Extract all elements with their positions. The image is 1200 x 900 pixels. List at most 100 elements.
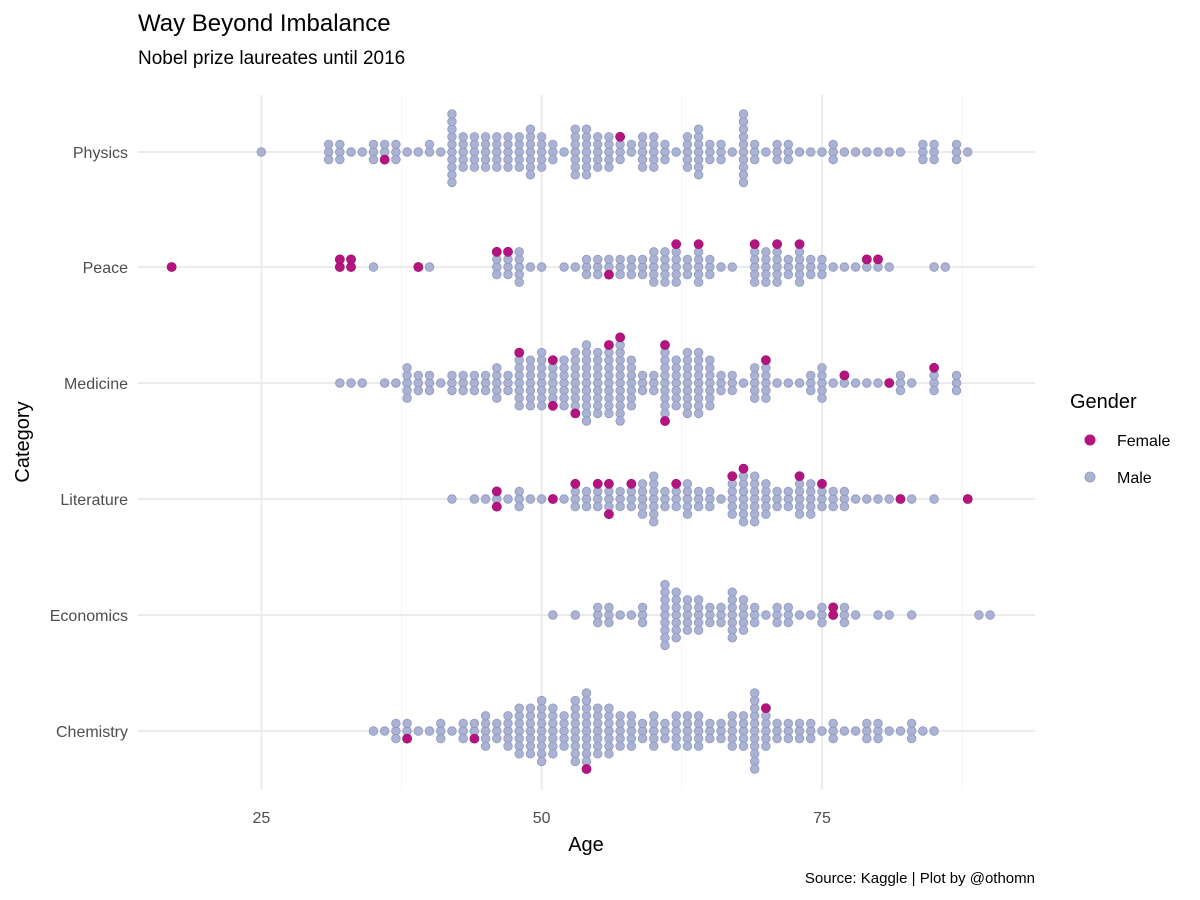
male-point: [738, 109, 749, 119]
male-point: [424, 262, 435, 272]
male-point: [693, 625, 704, 635]
male-point: [783, 139, 794, 150]
male-point: [806, 479, 816, 489]
male-point: [862, 378, 872, 388]
male-point: [413, 385, 424, 396]
male-point: [783, 602, 794, 613]
male-point: [391, 733, 401, 744]
male-point: [850, 494, 861, 504]
male-point: [828, 486, 838, 497]
male-point: [492, 132, 502, 142]
male-point: [850, 262, 861, 272]
male-point: [469, 385, 480, 396]
male-point: [660, 579, 670, 590]
male-point: [346, 378, 356, 388]
male-point: [716, 617, 726, 628]
male-point: [514, 247, 524, 257]
male-point: [514, 401, 524, 411]
male-point: [570, 501, 580, 512]
male-point: [424, 385, 435, 396]
male-point: [671, 633, 681, 643]
male-point: [604, 703, 614, 713]
male-point: [783, 378, 794, 388]
female-point: [570, 408, 581, 419]
male-point: [884, 262, 894, 272]
male-point: [525, 494, 536, 504]
male-point: [626, 711, 637, 721]
male-point: [806, 147, 816, 157]
male-point: [828, 378, 838, 388]
male-point: [693, 711, 704, 721]
male-point: [761, 277, 771, 287]
female-point: [615, 131, 626, 142]
male-point: [839, 147, 850, 157]
male-point: [906, 610, 917, 620]
female-point: [693, 239, 704, 250]
female-point: [547, 400, 558, 411]
male-point: [402, 147, 412, 157]
male-point: [828, 262, 838, 272]
male-point: [469, 718, 480, 729]
female-point: [884, 378, 895, 388]
male-point: [850, 610, 861, 620]
female-point: [794, 239, 805, 250]
male-point: [413, 147, 424, 157]
male-point: [727, 633, 737, 643]
male-point: [761, 610, 771, 620]
male-point: [749, 154, 760, 165]
male-point: [514, 277, 524, 287]
male-point: [772, 501, 782, 512]
male-point: [738, 177, 749, 188]
female-point: [503, 246, 513, 257]
male-point: [615, 610, 625, 620]
male-point: [929, 262, 939, 272]
male-point: [503, 385, 513, 396]
male-point: [705, 501, 715, 512]
female-point: [615, 332, 626, 343]
male-point: [604, 602, 614, 613]
male-point: [649, 711, 659, 721]
male-point: [581, 170, 592, 180]
male-point: [447, 726, 457, 736]
male-point: [727, 509, 737, 519]
male-point: [436, 378, 446, 388]
male-point: [525, 749, 536, 759]
male-point: [458, 132, 468, 142]
male-point: [727, 370, 737, 381]
male-point: [447, 385, 457, 396]
male-point: [862, 718, 872, 729]
male-point: [391, 139, 401, 150]
male-point: [761, 147, 771, 157]
male-point: [761, 247, 771, 257]
male-point: [492, 718, 502, 729]
male-point: [693, 486, 704, 497]
data-points: [166, 109, 995, 774]
male-point: [604, 162, 614, 172]
female-point: [581, 764, 592, 774]
male-point: [503, 132, 513, 142]
male-point: [705, 154, 715, 165]
male-point: [817, 501, 827, 512]
male-point: [637, 509, 648, 519]
male-point: [637, 617, 648, 628]
male-point: [660, 277, 670, 287]
male-point: [671, 277, 681, 287]
male-point: [593, 162, 603, 172]
male-point: [525, 170, 536, 180]
male-point: [738, 711, 749, 721]
x-tick-label: 50: [533, 810, 551, 827]
male-point: [918, 726, 928, 736]
male-point: [772, 139, 782, 150]
legend: Gender Female Male: [1070, 391, 1170, 487]
female-point: [761, 703, 771, 714]
male-point: [637, 254, 648, 265]
male-point: [671, 401, 681, 411]
male-point: [335, 154, 345, 165]
male-point: [615, 254, 625, 265]
male-point: [593, 269, 603, 280]
female-point: [749, 239, 760, 250]
male-point: [873, 494, 883, 504]
male-point: [637, 602, 648, 613]
male-point: [649, 517, 659, 527]
legend-female-swatch: [1084, 434, 1096, 446]
